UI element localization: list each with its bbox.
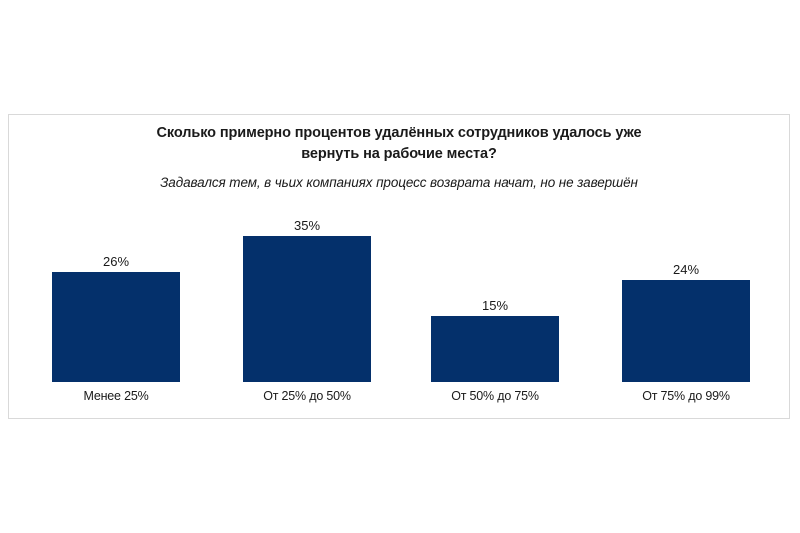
bar-rect-2[interactable] xyxy=(431,316,559,382)
bar-rect-1[interactable] xyxy=(243,236,371,382)
chart-title-line-2: вернуть на рабочие места? xyxy=(301,146,497,162)
bar-category-label-2: От 50% до 75% xyxy=(451,389,539,403)
bar-group-3[interactable]: 24% От 75% до 99% xyxy=(622,262,750,403)
bar-rect-0[interactable] xyxy=(52,272,180,382)
bar-rect-3[interactable] xyxy=(622,280,750,382)
bar-value-label-0: 26% xyxy=(102,254,130,269)
bar-group-0[interactable]: 26% Менее 25% xyxy=(52,254,180,403)
bar-category-label-3: От 75% до 99% xyxy=(642,389,730,403)
chart-title-block: Сколько примерно процентов удалённых сот… xyxy=(9,123,789,193)
plot-area: 26% Менее 25% 35% От 25% до 50% 15% От 5… xyxy=(9,115,789,418)
bar-category-label-1: От 25% до 50% xyxy=(263,389,351,403)
chart-title-line-1: Сколько примерно процентов удалённых сот… xyxy=(156,125,642,141)
bar-value-label-3: 24% xyxy=(672,262,700,277)
chart-title: Сколько примерно процентов удалённых сот… xyxy=(9,123,789,165)
bar-value-label-1: 35% xyxy=(293,218,321,233)
chart-frame: Сколько примерно процентов удалённых сот… xyxy=(8,114,790,419)
bar-group-2[interactable]: 15% От 50% до 75% xyxy=(431,298,559,403)
bar-category-label-0: Менее 25% xyxy=(83,389,149,403)
bar-group-1[interactable]: 35% От 25% до 50% xyxy=(243,218,371,403)
chart-subtitle: Задавался тем, в чьих компаниях процесс … xyxy=(160,175,638,190)
bar-value-label-2: 15% xyxy=(481,298,509,313)
